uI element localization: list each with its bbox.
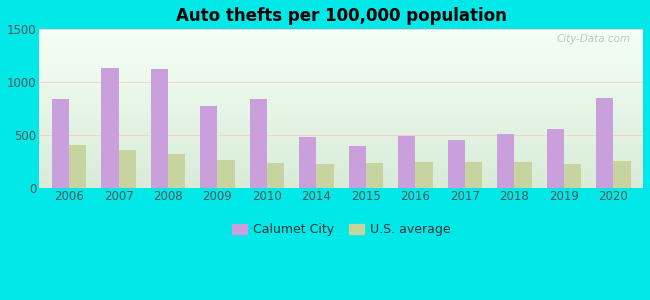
Bar [514,162,532,188]
Bar [101,68,118,188]
Bar [250,99,267,188]
Bar [52,99,69,188]
Bar [200,106,218,188]
Bar [448,140,465,188]
Title: Auto thefts per 100,000 population: Auto thefts per 100,000 population [176,7,506,25]
Bar [317,164,334,188]
Bar [614,161,630,188]
Legend: Calumet City, U.S. average: Calumet City, U.S. average [227,218,456,242]
Bar [398,136,415,188]
Bar [465,162,482,188]
Text: City-Data.com: City-Data.com [557,34,631,44]
Bar [497,134,514,188]
Bar [564,164,581,188]
Bar [547,129,564,188]
Bar [168,154,185,188]
Bar [218,160,235,188]
Bar [118,149,136,188]
Bar [366,163,384,188]
Bar [299,137,317,188]
Bar [69,145,86,188]
Bar [596,98,614,188]
Bar [267,163,284,188]
Bar [415,162,433,188]
Bar [151,69,168,188]
Bar [348,146,366,188]
